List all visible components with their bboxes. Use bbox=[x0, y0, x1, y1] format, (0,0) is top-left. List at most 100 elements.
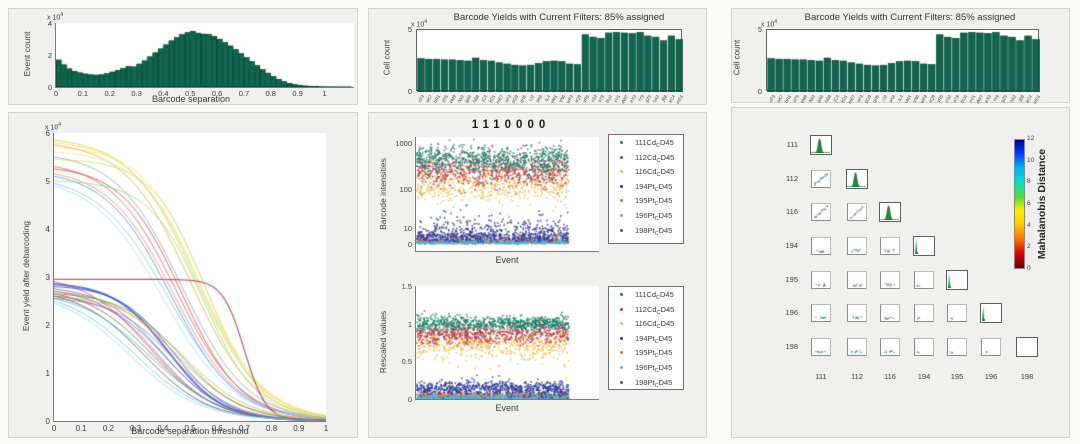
legend-marker-icon bbox=[620, 213, 623, 217]
rescaled-values-plot[interactable] bbox=[416, 286, 599, 399]
x-tick: 0.2 bbox=[102, 424, 114, 433]
yield-curves-plot[interactable] bbox=[54, 133, 326, 421]
legend-item: 198PtCD45 bbox=[609, 375, 683, 390]
matrix-cell-canvas bbox=[914, 237, 933, 254]
matrix-col-label: 196 bbox=[984, 372, 998, 381]
legend-label: 111CdCD45 bbox=[635, 138, 674, 149]
matrix-cell-canvas bbox=[848, 305, 865, 320]
y-tick: 2 bbox=[47, 51, 52, 60]
matrix-cell-195-195 bbox=[946, 270, 968, 290]
matrix-cell-canvas bbox=[812, 238, 829, 253]
matrix-cell-canvas bbox=[915, 272, 932, 287]
matrix-cell-195-112 bbox=[847, 271, 867, 289]
barcode-intensities-canvas bbox=[416, 137, 599, 251]
matrix-cell-198-195 bbox=[947, 338, 967, 356]
rescaled-legend[interactable]: 111CdCD45 112CdCD45 116CdCD45 194PtCD45 195P… bbox=[608, 286, 684, 390]
barcode-yields-canvas bbox=[417, 30, 683, 92]
legend-item: 196PtCD45 bbox=[609, 360, 683, 375]
legend-label-sub: C bbox=[654, 186, 659, 193]
matrix-cell-194-112 bbox=[847, 237, 867, 255]
y-tick: 1.5 bbox=[401, 282, 412, 291]
matrix-cell-canvas bbox=[812, 171, 829, 186]
legend-label-post: D45 bbox=[660, 319, 675, 329]
matrix-cell-196-116 bbox=[880, 304, 900, 322]
matrix-col-label: 116 bbox=[884, 372, 896, 381]
legend-label: 198PtCD45 bbox=[635, 378, 672, 389]
intensities-legend[interactable]: 111CdCD45 112CdCD45 116CdCD45 194PtCD45 195P… bbox=[608, 134, 684, 244]
legend-label-sub: C bbox=[656, 172, 661, 179]
legend-label-post: D45 bbox=[658, 225, 673, 235]
y-tick: 5 bbox=[757, 25, 762, 34]
y-tick: 100 bbox=[399, 184, 412, 194]
y-tick: 5 bbox=[407, 25, 412, 34]
legend-label-pre: 195Pt bbox=[635, 348, 655, 358]
legend-marker-icon bbox=[620, 155, 623, 159]
legend-marker-icon bbox=[620, 293, 623, 296]
matrix-cell-canvas bbox=[812, 204, 829, 219]
barcode-intensities-plot[interactable] bbox=[416, 137, 599, 251]
matrix-row-label: 111 bbox=[786, 140, 798, 149]
legend-label-sub: C bbox=[654, 230, 659, 237]
legend-item: 111CdCD45 bbox=[609, 287, 683, 302]
legend-label-post: D45 bbox=[660, 152, 675, 162]
legend-label: 194PtCD45 bbox=[635, 334, 672, 345]
matrix-cell-194-116 bbox=[880, 237, 900, 255]
legend-label-pre: 198Pt bbox=[635, 377, 655, 387]
y-axis-line bbox=[415, 137, 416, 251]
legend-label-pre: 195Pt bbox=[635, 196, 655, 206]
x-tick: 0.6 bbox=[211, 424, 223, 433]
legend-label-pre: 112Cd bbox=[635, 304, 657, 314]
x-tick: 0.1 bbox=[75, 424, 87, 433]
matrix-cell-canvas bbox=[848, 238, 865, 253]
legend-label-post: D45 bbox=[658, 348, 673, 358]
panel-title: Barcode Yields with Current Filters: 85%… bbox=[804, 12, 1016, 23]
matrix-row-label: 116 bbox=[786, 207, 798, 216]
barcode-yields-panel-right: Barcode Yields with Current Filters: 85%… bbox=[731, 8, 1070, 105]
barcode-yields-plot-mid[interactable] bbox=[416, 29, 683, 92]
legend-label-pre: 112Cd bbox=[635, 152, 657, 162]
y-exponent-label: x 104 bbox=[761, 19, 778, 29]
legend-label-pre: 111Cd bbox=[635, 290, 656, 299]
legend-marker-icon bbox=[620, 336, 623, 340]
y-tick: 0 bbox=[47, 83, 52, 92]
rescaled-y-label: Rescaled values bbox=[378, 310, 388, 374]
barcode-yields-plot-right[interactable] bbox=[766, 29, 1040, 92]
x-tick: 0.4 bbox=[158, 89, 169, 98]
y-tick: 0 bbox=[407, 395, 412, 404]
legend-label-sub: C bbox=[656, 295, 660, 301]
legend-item: 116CdCD45 bbox=[609, 316, 683, 331]
x-tick: 0 bbox=[51, 424, 57, 433]
x-tick-label: hA2 bbox=[1008, 94, 1017, 104]
rescaled-x-label: Event bbox=[495, 403, 519, 413]
matrix-cell-116-112 bbox=[847, 203, 867, 221]
colorbar-label: Mahalanobis Distance bbox=[1036, 148, 1048, 260]
legend-item: 195PtCD45 bbox=[609, 345, 683, 360]
matrix-cell-112-111 bbox=[811, 170, 831, 188]
matrix-cell-111-111 bbox=[810, 135, 832, 155]
matrix-cell-196-196 bbox=[980, 303, 1002, 323]
matrix-cell-116-116 bbox=[879, 202, 901, 222]
matrix-col-label: 195 bbox=[950, 372, 964, 381]
matrix-cell-canvas bbox=[847, 170, 866, 187]
x-tick: 0.7 bbox=[238, 89, 250, 98]
matrix-cell-canvas bbox=[948, 339, 965, 354]
x-tick: 0 bbox=[53, 89, 59, 98]
matrix-cell-canvas bbox=[881, 238, 898, 253]
separation-histogram-plot[interactable] bbox=[56, 23, 354, 87]
x-tick: 0.9 bbox=[292, 89, 303, 98]
barcode-yields-panel-mid: Barcode Yields with Current Filters: 85%… bbox=[368, 8, 707, 105]
matrix-cell-canvas bbox=[881, 339, 898, 354]
legend-marker-icon bbox=[620, 184, 623, 188]
legend-label-pre: 198Pt bbox=[635, 225, 655, 235]
x-tick: 0.3 bbox=[131, 89, 142, 98]
legend-label-sub: C bbox=[654, 215, 659, 222]
legend-item: 112CdCD45 bbox=[609, 150, 683, 165]
legend-label: 195PtCD45 bbox=[635, 196, 672, 207]
legend-item: 116CdCD45 bbox=[609, 164, 683, 179]
matrix-cell-195-111 bbox=[811, 271, 831, 289]
matrix-cell-canvas bbox=[981, 304, 1000, 321]
y-tick: 2 bbox=[45, 321, 50, 330]
matrix-col-label: 111 bbox=[815, 372, 827, 381]
colorbar-tick: 6 bbox=[1027, 200, 1031, 207]
legend-label-post: D45 bbox=[658, 333, 673, 343]
